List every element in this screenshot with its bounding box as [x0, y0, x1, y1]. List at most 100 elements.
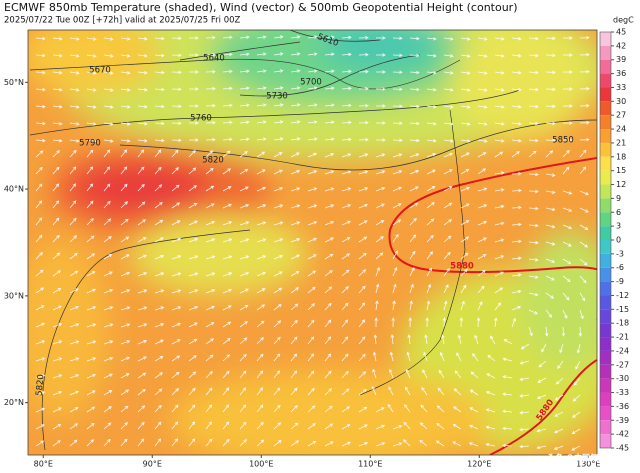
wind-arrow — [562, 275, 571, 283]
colorbar-segment — [600, 323, 611, 338]
wind-arrow — [553, 445, 564, 450]
wind-arrow — [205, 120, 216, 125]
wind-arrow — [307, 353, 315, 362]
wind-arrow — [341, 52, 352, 57]
colorbar-tick-label: 15 — [616, 166, 626, 175]
wind-arrow — [290, 287, 299, 294]
y-tick-label: 40°N — [4, 185, 24, 194]
wind-arrow — [273, 238, 284, 243]
wind-arrow — [103, 356, 114, 362]
wind-arrow — [477, 37, 488, 41]
wind-arrow — [222, 337, 231, 345]
contour-label: 5790 — [79, 139, 101, 149]
wind-arrow — [438, 369, 445, 379]
wind-arrow — [443, 122, 454, 126]
wind-arrow — [511, 205, 522, 210]
wind-arrow — [456, 352, 462, 362]
wind-arrow — [579, 120, 590, 125]
wind-arrow — [562, 207, 573, 212]
colorbar-segment — [600, 378, 611, 393]
colorbar-segment — [600, 364, 611, 379]
wind-arrow — [358, 69, 369, 74]
wind-arrow — [69, 37, 80, 41]
wind-arrow — [120, 54, 131, 58]
wind-arrow — [409, 70, 420, 75]
wind-arrow — [443, 152, 454, 158]
wind-arrow — [375, 203, 385, 209]
wind-arrow — [388, 386, 394, 396]
colorbar-segment — [600, 337, 611, 351]
wind-arrow — [375, 153, 386, 158]
wind-arrow — [358, 424, 368, 430]
wind-arrow — [562, 309, 568, 319]
wind-arrow — [579, 275, 587, 284]
wind-arrow — [137, 356, 147, 362]
wind-arrow — [443, 251, 451, 260]
wind-arrow — [392, 250, 398, 260]
wind-arrow — [477, 88, 488, 92]
wind-arrow — [358, 336, 366, 345]
wind-arrow — [341, 237, 351, 243]
wind-arrow — [502, 392, 513, 396]
wind-arrow — [35, 374, 46, 379]
wind-arrow — [69, 288, 79, 294]
wind-arrow — [69, 122, 80, 126]
colorbar-tick-label: 42 — [616, 41, 626, 50]
wind-arrow — [86, 122, 97, 126]
wind-arrow — [307, 286, 316, 294]
wind-arrow — [239, 353, 247, 362]
wind-arrow — [222, 354, 231, 362]
wind-arrow — [239, 305, 249, 311]
wind-arrow — [137, 438, 145, 447]
wind-arrow — [86, 323, 97, 328]
wind-arrow — [324, 170, 335, 175]
wind-arrow — [137, 272, 148, 277]
x-tick-label: 110°E — [358, 460, 382, 469]
wind-arrow — [426, 87, 437, 92]
wind-arrow — [69, 235, 78, 243]
wind-arrow — [358, 319, 366, 328]
wind-arrow — [358, 389, 367, 396]
wind-arrow — [171, 438, 179, 447]
wind-arrow — [426, 234, 434, 243]
wind-arrow — [120, 438, 128, 447]
wind-arrow — [86, 439, 95, 447]
wind-arrow — [205, 438, 213, 447]
wind-arrow — [575, 360, 581, 370]
wind-arrow — [443, 54, 454, 58]
wind-arrow — [52, 53, 63, 58]
wind-arrow — [307, 221, 318, 226]
wind-arrow — [273, 303, 282, 311]
wind-arrow — [188, 272, 199, 277]
wind-arrow — [358, 220, 368, 226]
wind-arrow — [35, 287, 45, 294]
wind-arrow — [35, 138, 46, 143]
wind-arrow — [137, 87, 148, 92]
wind-arrow — [35, 166, 43, 175]
wind-arrow — [307, 370, 315, 379]
wind-arrow — [86, 54, 97, 58]
wind-arrow — [409, 250, 416, 260]
wind-arrow — [579, 207, 589, 213]
wind-arrow — [437, 387, 445, 396]
wind-arrow — [52, 323, 63, 328]
wind-arrow — [205, 167, 214, 175]
wind-arrow — [290, 69, 301, 73]
wind-arrow — [205, 255, 216, 260]
x-tick-label: 90°E — [143, 460, 162, 469]
wind-arrow — [154, 70, 165, 75]
wind-arrow — [86, 139, 97, 143]
wind-arrow — [426, 153, 437, 158]
wind-arrow — [188, 203, 198, 209]
wind-arrow — [545, 241, 556, 246]
temperature-field — [28, 30, 597, 455]
wind-arrow — [137, 166, 145, 175]
wind-arrow — [420, 404, 428, 413]
wind-arrow — [52, 374, 63, 379]
colorbar-tick-label: -3 — [616, 249, 624, 258]
wind-arrow — [511, 188, 522, 193]
wind-arrow — [86, 71, 97, 75]
wind-arrow — [86, 406, 96, 413]
wind-arrow — [35, 53, 46, 58]
wind-arrow — [154, 438, 162, 447]
